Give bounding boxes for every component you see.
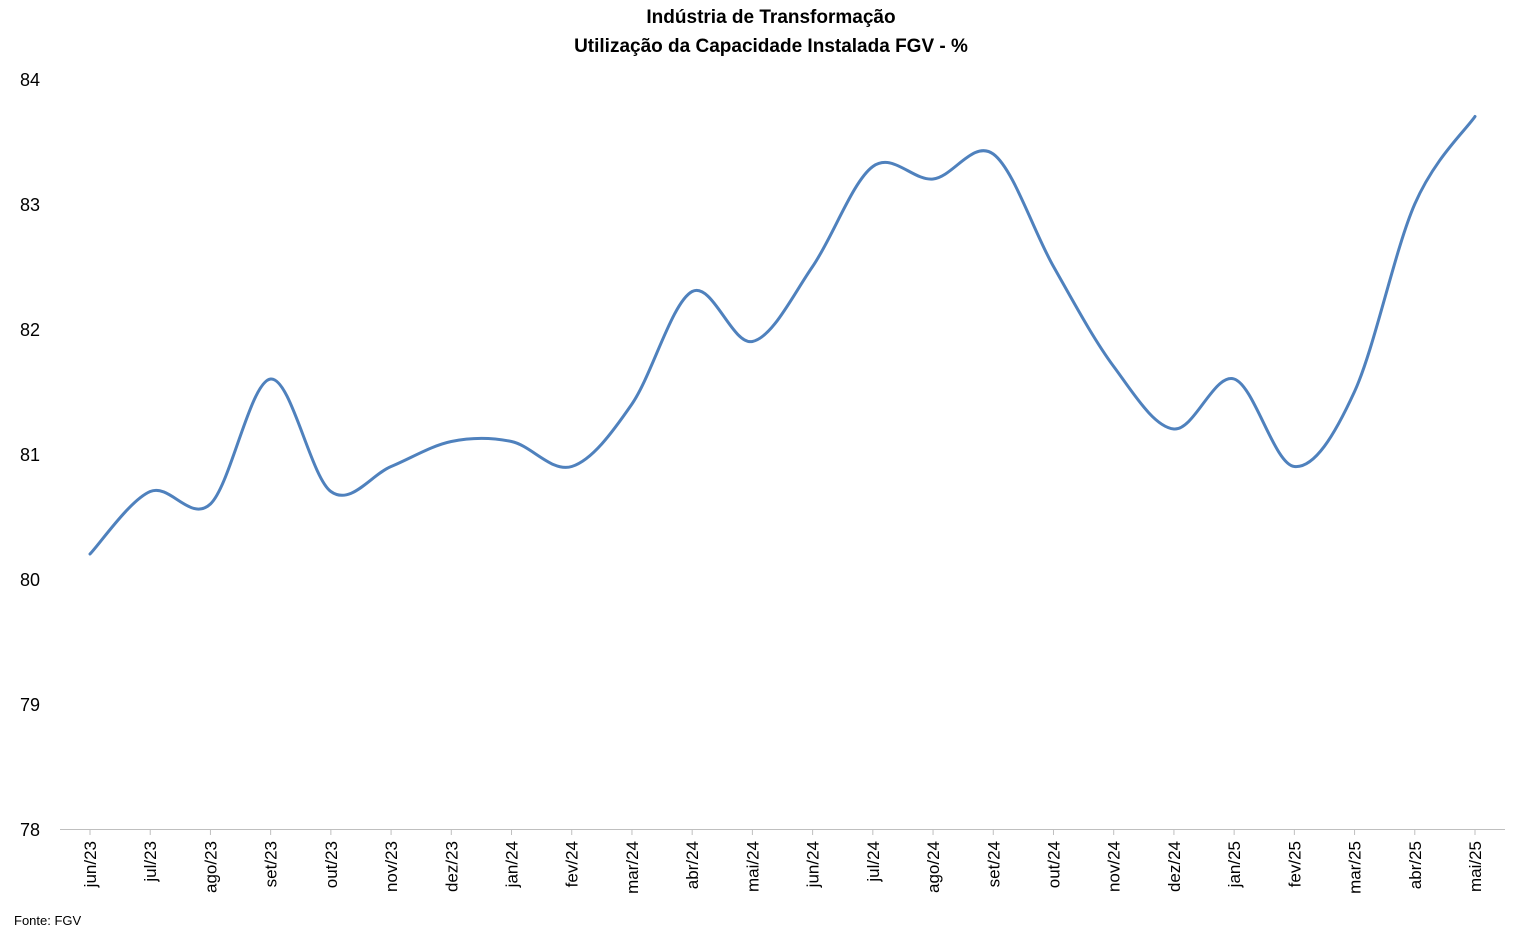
x-tick-label: mai/24 — [743, 841, 762, 892]
y-tick-label: 83 — [20, 195, 40, 215]
y-tick-label: 79 — [20, 695, 40, 715]
x-tick-label: mar/25 — [1346, 841, 1365, 894]
x-tick-label: mar/24 — [623, 841, 642, 894]
x-tick-label: jul/23 — [141, 841, 160, 883]
x-tick-label: fev/25 — [1285, 841, 1304, 887]
x-tick-label: nov/23 — [382, 841, 401, 892]
x-tick-label: set/24 — [984, 841, 1003, 887]
chart-subtitle: Utilização da Capacidade Instalada FGV -… — [574, 36, 968, 57]
y-tick-label: 78 — [20, 820, 40, 840]
x-tick-label: mai/25 — [1466, 841, 1485, 892]
x-tick-label: jan/25 — [1225, 841, 1244, 888]
series-layer — [88, 115, 1477, 556]
x-tick-label: jun/24 — [804, 841, 823, 888]
x-tick-label: nov/24 — [1105, 841, 1124, 892]
series-line — [88, 115, 1477, 556]
x-tick-label: jul/24 — [864, 841, 883, 883]
y-tick-label: 80 — [20, 570, 40, 590]
y-axis: 78 79 80 81 82 83 84 — [20, 70, 40, 840]
x-tick-label: dez/23 — [442, 841, 461, 892]
x-tick-label: ago/23 — [201, 841, 220, 893]
x-tick-label: jun/23 — [81, 841, 100, 888]
x-tick-label: out/23 — [322, 841, 341, 888]
y-tick-label: 81 — [20, 445, 40, 465]
x-tick-label: set/23 — [262, 841, 281, 887]
x-tick-label: abr/24 — [683, 841, 702, 889]
x-tick-label: out/24 — [1044, 841, 1063, 888]
x-tick-label: jan/24 — [503, 841, 522, 888]
x-axis: jun/23 jul/23 ago/23 set/23 out/23 nov/23 dez/… — [60, 829, 1505, 894]
x-tick-label: dez/24 — [1165, 841, 1184, 892]
y-tick-label: 82 — [20, 320, 40, 340]
source-note: Fonte: FGV — [14, 913, 82, 928]
x-tick-label: fev/24 — [563, 841, 582, 887]
x-tick-label: abr/25 — [1406, 841, 1425, 889]
y-tick-label: 84 — [20, 70, 40, 90]
x-tick-label: ago/24 — [924, 841, 943, 893]
chart-title: Indústria de Transformação — [646, 7, 896, 28]
